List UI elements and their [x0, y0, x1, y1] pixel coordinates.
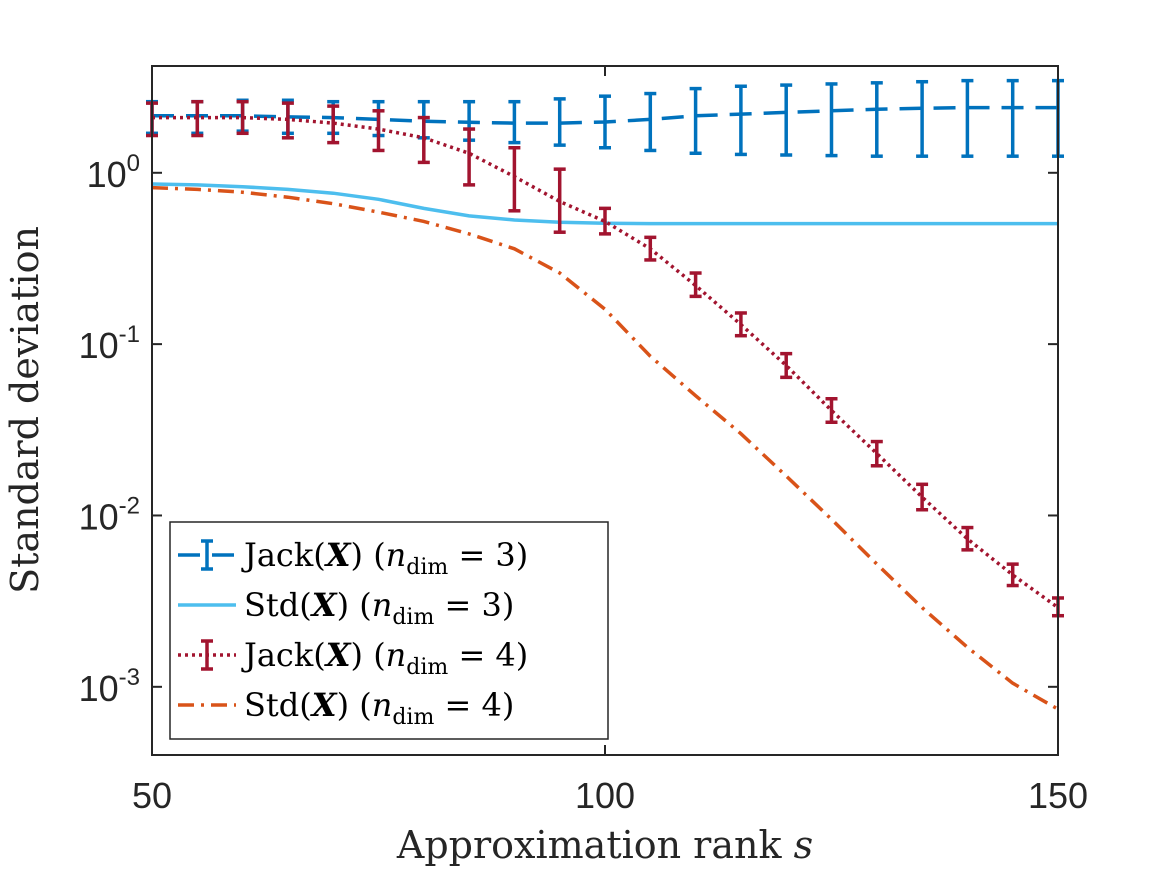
series-layer — [146, 78, 1064, 711]
legend-label-std4: Std(X) (ndim = 4) — [244, 686, 514, 730]
y-axis-label: Standard deviation — [3, 226, 47, 594]
series-jack4 — [146, 99, 1064, 618]
errorbar-jack3-14 — [780, 83, 793, 157]
errorbar-jack3-9 — [553, 97, 566, 147]
x-tick-label: 100 — [575, 775, 635, 816]
errorbar-jack4-6 — [417, 115, 430, 165]
errorbar-jack3-11 — [644, 91, 657, 153]
errorbar-jack4-1 — [191, 99, 204, 138]
errorbar-jack3-17 — [916, 79, 929, 158]
errorbar-jack3-12 — [689, 86, 702, 156]
errorbar-jack4-9 — [553, 167, 566, 234]
errorbar-jack4-19 — [1006, 562, 1019, 588]
y-tick-label: 10-3 — [79, 664, 140, 709]
errorbar-jack3-18 — [961, 78, 974, 158]
y-tick-label: 100 — [87, 150, 140, 195]
legend-item-jack3: Jack(X) (ndim = 3) — [178, 536, 528, 580]
series-line-std4 — [151, 185, 1059, 711]
legend-box — [169, 521, 609, 740]
legend-label-std3: Std(X) (ndim = 3) — [244, 586, 514, 630]
y-tick-label: 10-1 — [79, 321, 140, 366]
errorbar-jack4-8 — [508, 146, 521, 213]
legend-label-jack3: Jack(X) (ndim = 3) — [241, 536, 528, 580]
errorbar-jack4-17 — [916, 482, 929, 512]
legend-item-std3: Std(X) (ndim = 3) — [178, 586, 514, 630]
errorbar-jack4-12 — [689, 271, 702, 299]
legend-item-std4: Std(X) (ndim = 4) — [178, 686, 514, 730]
x-tick-label: 150 — [1028, 775, 1088, 816]
errorbar-jack4-11 — [644, 235, 657, 262]
errorbar-jack4-14 — [780, 351, 793, 380]
errorbar-jack4-4 — [327, 104, 340, 145]
errorbar-jack3-19 — [1006, 78, 1019, 158]
errorbar-jack4-13 — [734, 311, 747, 338]
errorbar-jack3-13 — [734, 84, 747, 157]
legend-label-jack4: Jack(X) (ndim = 4) — [241, 636, 528, 680]
errorbar-jack3-8 — [508, 99, 521, 145]
errorbar-jack4-7 — [463, 127, 476, 187]
errorbar-jack3-10 — [599, 94, 611, 150]
x-tick-label: 50 — [132, 775, 172, 816]
errorbar-jack4-3 — [281, 101, 294, 140]
series-jack3 — [146, 78, 1064, 158]
errorbar-jack4-16 — [870, 439, 883, 468]
errorbar-jack4-18 — [961, 525, 974, 552]
legend-items: Jack(X) (ndim = 3) Std(X) (ndim = 3) Jack(… — [178, 536, 528, 730]
errorbar-jack3-15 — [825, 82, 838, 158]
errorbar-jack4-15 — [825, 396, 838, 425]
x-axis-label: Approximation rank s — [396, 823, 813, 867]
series-std4 — [151, 185, 1059, 711]
errorbar-jack3-16 — [870, 81, 883, 158]
legend: Jack(X) (ndim = 3) Std(X) (ndim = 3) Jack(… — [169, 521, 609, 740]
errorbar-jack4-10 — [599, 206, 611, 236]
legend-item-jack4: Jack(X) (ndim = 4) — [178, 636, 528, 680]
errorbar-jack4-5 — [372, 109, 385, 153]
errorbar-jack4-2 — [236, 99, 249, 136]
y-tick-label: 10-2 — [79, 492, 140, 537]
ticks-layer: 50 100 150 100 10-1 10-2 10-3 — [79, 66, 1088, 816]
